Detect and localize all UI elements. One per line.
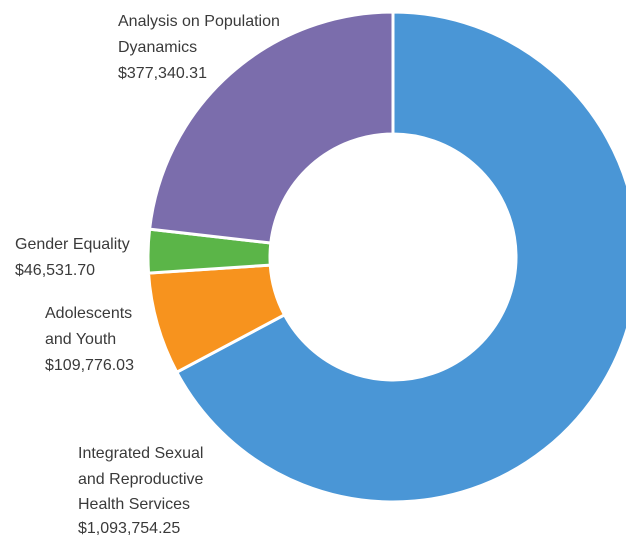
slice-analysis-population: [147, 10, 395, 245]
slice-label-integrated-srh: Integrated Sexual and Reproductive Healt…: [78, 445, 208, 535]
slice-integrated-srh: [174, 10, 626, 504]
slice-label-adolescents-youth: Adolescents and Youth $109,776.03: [45, 305, 137, 374]
slice-label-gender-equality: Gender Equality $46,531.70: [15, 236, 134, 279]
slice-label-analysis-population: Analysis on Population Dyanamics $377,34…: [118, 13, 284, 82]
donut-slices: [146, 10, 626, 504]
